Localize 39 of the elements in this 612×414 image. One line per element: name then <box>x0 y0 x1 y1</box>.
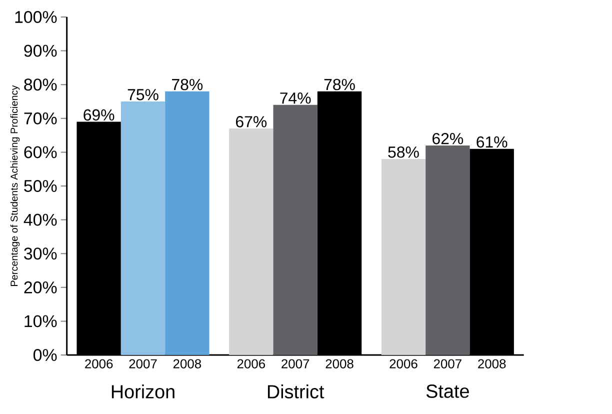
data-label: 69% <box>84 109 114 121</box>
y-tick-label: 10% <box>24 315 57 328</box>
text: 2008 <box>326 359 354 368</box>
series-label: 2008 <box>173 359 202 368</box>
text: 2006 <box>390 359 418 368</box>
x-tick-label: District <box>268 384 324 398</box>
y-tick-label: 80% <box>24 78 57 91</box>
data-label: 75% <box>128 89 158 100</box>
bar <box>229 128 274 355</box>
y-tick-label: 20% <box>24 281 57 294</box>
series-label: 2006 <box>85 359 113 368</box>
text: 2006 <box>237 359 265 368</box>
data-label: 78% <box>172 78 203 90</box>
bar <box>165 91 210 355</box>
data-label: 61% <box>476 136 508 148</box>
data-label: 78% <box>324 78 355 90</box>
y-tick-label: 70% <box>24 112 57 124</box>
text: 2007 <box>282 359 310 368</box>
y-tick-label: 100% <box>15 10 57 23</box>
data-label: 67% <box>236 116 267 128</box>
x-tick-label: State <box>426 384 469 398</box>
y-tick-label: 0% <box>33 349 57 361</box>
y-tick-label: 40% <box>24 214 57 226</box>
bar <box>273 104 318 355</box>
data-label: 62% <box>432 132 464 144</box>
data-label: 58% <box>388 146 419 158</box>
bar <box>381 158 426 355</box>
y-axis-title: Percentage of Students Achieving Proficiency <box>10 85 20 286</box>
y-tick-label: 30% <box>24 248 57 260</box>
y-tick-label: 90% <box>24 44 57 57</box>
text: 2008 <box>478 359 506 368</box>
series-label: 2007 <box>129 359 157 368</box>
data-label: 74% <box>280 92 311 104</box>
x-tick-label: Horizon <box>112 384 174 398</box>
text: 2007 <box>434 359 462 368</box>
bar <box>426 145 470 355</box>
y-tick-label: 60% <box>24 146 57 158</box>
bar <box>120 101 166 355</box>
y-tick-label: 50% <box>24 180 57 192</box>
